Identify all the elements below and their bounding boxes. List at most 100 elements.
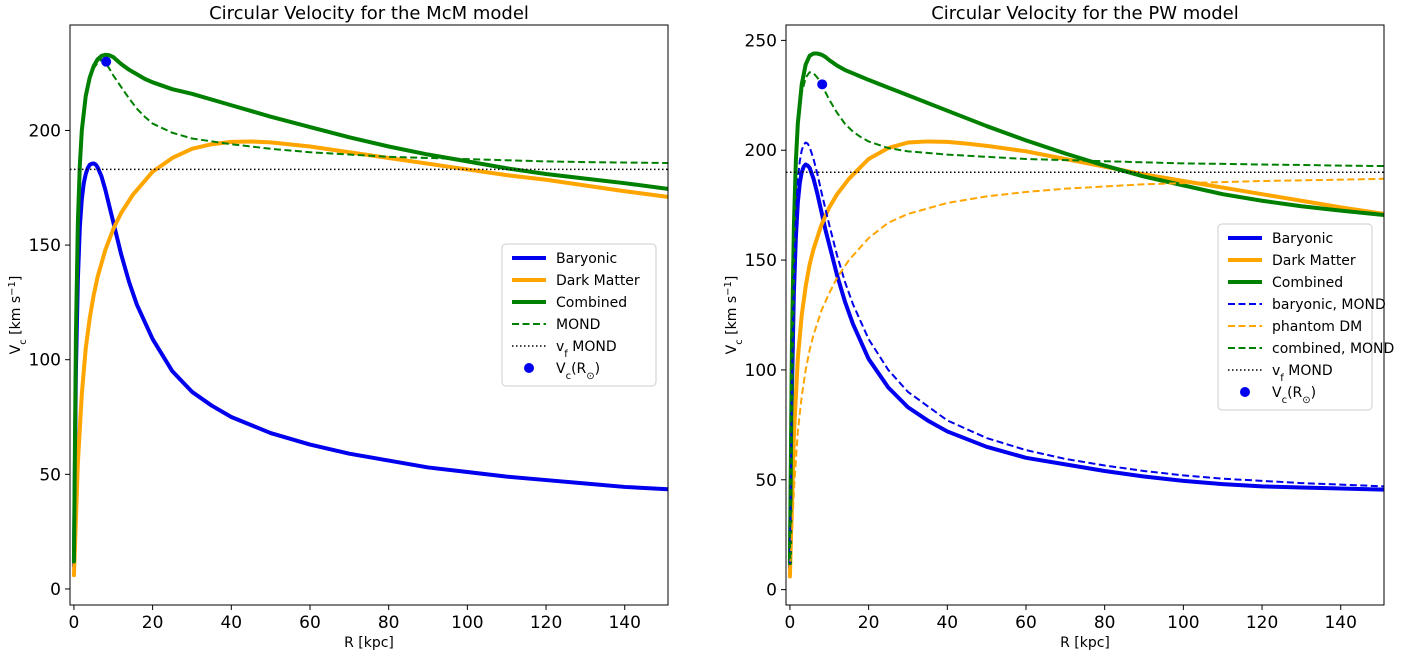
legend-label-name: combined, MOND (1272, 341, 1394, 357)
legend-label: Dark Matter (1272, 253, 1356, 269)
legend-label: Vc(R⊙) (556, 361, 600, 382)
x-tick-label: 140 (1324, 613, 1356, 633)
y-axis-label: Vc [km s−1] (7, 276, 29, 355)
legend-label-name: V (556, 361, 566, 377)
y-axis-label-exp: −1 (723, 281, 734, 296)
legend-label-tail: (R (1287, 385, 1302, 401)
legend-label-sub: f (1280, 373, 1284, 384)
x-tick-label: 100 (1167, 613, 1199, 633)
legend-swatch-point (524, 363, 534, 373)
y-tick-label: 50 (39, 465, 61, 485)
x-axis-label: R [kpc] (344, 635, 394, 651)
legend-label-sym: ⊙ (1302, 395, 1310, 406)
x-tick-label: 140 (608, 613, 640, 633)
series-line-baryonic (71, 161, 668, 569)
legend-label: Baryonic (1272, 231, 1333, 247)
y-axis-label-close: ] (724, 276, 740, 281)
legend-label-name: baryonic, MOND (1272, 297, 1386, 313)
legend-label-name: v (1272, 363, 1280, 379)
chart-title: Circular Velocity for the PW model (931, 3, 1239, 24)
legend-label: combined, MOND (1272, 341, 1394, 357)
data-point-vc-rsun (817, 79, 828, 90)
y-axis-label-sub: c (734, 339, 745, 345)
legend-label-sub: c (1282, 395, 1288, 406)
legend-label-name: v (556, 339, 564, 355)
series-line-dark-matter (71, 139, 668, 578)
x-tick-label: 60 (1015, 613, 1037, 633)
series-line-mond (72, 58, 668, 562)
y-tick-label: 250 (745, 31, 777, 51)
legend-label-name: Dark Matter (556, 273, 640, 289)
chart-panel-1: 0 20 40 60 80 100 120 140 0 50 100 150 200 Circular V… (7, 3, 669, 651)
y-tick-label: 150 (745, 251, 777, 271)
legend-label: baryonic, MOND (1272, 297, 1386, 313)
x-tick-label: 20 (142, 613, 164, 633)
x-tick-label: 40 (936, 613, 958, 633)
legend-label: Dark Matter (556, 273, 640, 289)
legend-label-name: MOND (556, 317, 600, 333)
legend-label-name: Baryonic (556, 251, 617, 267)
legend-label-sub: f (564, 349, 568, 360)
legend-box (1217, 223, 1373, 411)
y-tick-label: 100 (29, 351, 61, 371)
legend-label-close: ) (1311, 385, 1316, 401)
legend: Baryonic Dark Matter Combined baryonic, MON… (1217, 223, 1394, 411)
plot-area (786, 51, 1384, 579)
legend-label: Vc(R⊙) (1272, 385, 1316, 406)
legend-label-name: Combined (1272, 275, 1343, 291)
legend-label-sub: c (566, 371, 572, 382)
chart-title: Circular Velocity for the McM model (209, 3, 529, 24)
legend-label-sym: ⊙ (586, 371, 594, 382)
x-tick-label: 80 (1094, 613, 1116, 633)
legend-label: Baryonic (556, 251, 617, 267)
legend-label-tail: MOND (1284, 363, 1333, 379)
x-tick-label: 60 (299, 613, 321, 633)
y-tick-label: 50 (755, 471, 777, 491)
x-tick-label: 80 (378, 613, 400, 633)
axes-frame (69, 24, 669, 606)
data-point-vc-rsun (101, 56, 112, 67)
legend-label-name: Baryonic (1272, 231, 1333, 247)
y-axis-label-unit: [km s (8, 296, 24, 339)
series-line-combined-mond (788, 71, 1384, 559)
series-line-combined (787, 51, 1384, 566)
legend-label-close: ) (595, 361, 600, 377)
x-axis-label: R [kpc] (1060, 635, 1110, 651)
x-tick-label: 100 (451, 613, 483, 633)
legend-label-name: V (1272, 385, 1282, 401)
legend-label: phantom DM (1272, 319, 1362, 335)
y-axis-label-unit: [km s (724, 296, 740, 339)
y-tick-label: 200 (29, 121, 61, 141)
y-axis-label-close: ] (8, 276, 24, 281)
series-line-baryonic-mond (788, 141, 1384, 564)
legend-label: Combined (1272, 275, 1343, 291)
x-tick-label: 120 (1246, 613, 1278, 633)
legend-swatch-point (1240, 387, 1250, 397)
legend-label-tail: MOND (568, 339, 617, 355)
y-axis-label-main: V (724, 344, 740, 354)
axes-frame (785, 24, 1385, 606)
y-tick-label: 100 (745, 361, 777, 381)
chart-panel-2: 0 20 40 60 80 100 120 140 0 50 100 150 200 250 Circula… (723, 3, 1395, 651)
legend-label-name: Combined (556, 295, 627, 311)
y-axis-label: Vc [km s−1] (723, 276, 745, 355)
y-tick-label: 150 (29, 236, 61, 256)
legend-label-name: Dark Matter (1272, 253, 1356, 269)
x-tick-label: 120 (530, 613, 562, 633)
legend-label: vf MOND (556, 339, 617, 360)
y-tick-label: 200 (745, 141, 777, 161)
y-axis-label-exp: −1 (7, 281, 18, 296)
y-axis-label-main: V (8, 344, 24, 354)
x-tick-label: 0 (785, 613, 796, 633)
x-tick-label: 20 (858, 613, 880, 633)
series-line-baryonic (787, 162, 1384, 570)
x-tick-label: 0 (69, 613, 80, 633)
y-tick-label: 0 (766, 581, 777, 601)
legend-label: vf MOND (1272, 363, 1333, 384)
y-axis-label-sub: c (18, 339, 29, 345)
legend-label: Combined (556, 295, 627, 311)
legend-label: MOND (556, 317, 600, 333)
x-tick-label: 40 (220, 613, 242, 633)
